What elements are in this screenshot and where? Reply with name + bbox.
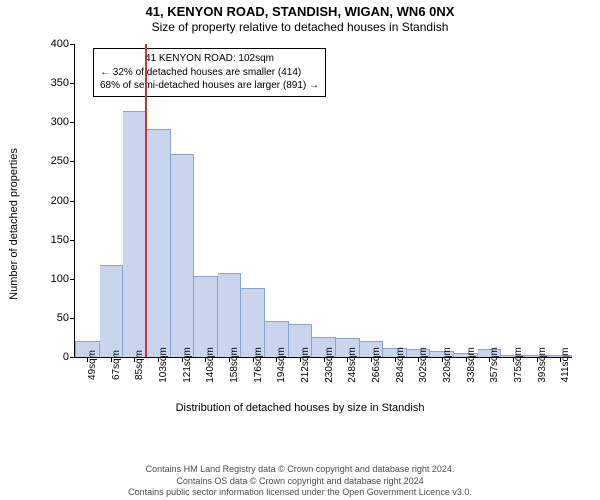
y-tick-label: 250 bbox=[51, 155, 69, 167]
footer-line-1: Contains HM Land Registry data © Crown c… bbox=[0, 464, 600, 475]
annotation-line-1: 41 KENYON ROAD: 102sqm bbox=[100, 52, 319, 66]
y-tick-label: 0 bbox=[63, 351, 69, 363]
y-tick-label: 400 bbox=[51, 38, 69, 50]
x-tick-label: 140sqm bbox=[205, 347, 216, 383]
y-tick-mark bbox=[70, 240, 75, 241]
y-tick-mark bbox=[70, 83, 75, 84]
x-tick-label: 212sqm bbox=[300, 347, 311, 383]
x-tick-label: 302sqm bbox=[418, 347, 429, 383]
y-tick-label: 50 bbox=[57, 312, 69, 324]
x-tick-label: 230sqm bbox=[324, 347, 335, 383]
y-tick-label: 100 bbox=[51, 273, 69, 285]
y-tick-label: 200 bbox=[51, 195, 69, 207]
plot-area: 41 KENYON ROAD: 102sqm ← 32% of detached… bbox=[74, 44, 572, 358]
annotation-box: 41 KENYON ROAD: 102sqm ← 32% of detached… bbox=[93, 48, 326, 97]
footer-line-2: Contains OS data © Crown copyright and d… bbox=[0, 476, 600, 487]
y-tick-mark bbox=[70, 279, 75, 280]
x-tick-label: 49sqm bbox=[87, 350, 98, 380]
x-tick-label: 248sqm bbox=[347, 347, 358, 383]
bar bbox=[147, 129, 171, 357]
attribution-footer: Contains HM Land Registry data © Crown c… bbox=[0, 464, 600, 498]
y-axis-label: Number of detached properties bbox=[8, 148, 20, 300]
y-tick-label: 150 bbox=[51, 234, 69, 246]
x-tick-label: 284sqm bbox=[395, 347, 406, 383]
annotation-line-2: ← 32% of detached houses are smaller (41… bbox=[100, 66, 319, 80]
x-tick-label: 411sqm bbox=[560, 348, 571, 383]
x-tick-label: 266sqm bbox=[371, 347, 382, 383]
x-tick-label: 320sqm bbox=[442, 347, 453, 383]
y-tick-mark bbox=[70, 201, 75, 202]
y-tick-mark bbox=[70, 44, 75, 45]
x-axis-label: Distribution of detached houses by size … bbox=[20, 402, 580, 414]
page-subtitle: Size of property relative to detached ho… bbox=[0, 20, 600, 34]
bar bbox=[123, 111, 147, 357]
y-tick-mark bbox=[70, 122, 75, 123]
y-tick-label: 350 bbox=[51, 77, 69, 89]
y-tick-mark bbox=[70, 318, 75, 319]
x-tick-label: 338sqm bbox=[466, 347, 477, 383]
x-tick-label: 194sqm bbox=[276, 347, 287, 383]
x-tick-label: 103sqm bbox=[158, 347, 169, 383]
x-tick-label: 375sqm bbox=[513, 347, 524, 383]
bar bbox=[218, 273, 242, 358]
x-tick-label: 85sqm bbox=[134, 350, 145, 380]
x-tick-label: 393sqm bbox=[537, 347, 548, 383]
y-tick-label: 300 bbox=[51, 116, 69, 128]
footer-line-3: Contains public sector information licen… bbox=[0, 487, 600, 498]
x-tick-label: 357sqm bbox=[489, 347, 500, 383]
y-tick-mark bbox=[70, 357, 75, 358]
histogram-chart: Number of detached properties 41 KENYON … bbox=[20, 34, 580, 414]
x-tick-label: 176sqm bbox=[253, 347, 264, 383]
bar bbox=[194, 276, 218, 357]
property-marker-line bbox=[145, 44, 147, 357]
x-tick-label: 158sqm bbox=[229, 347, 240, 383]
bar bbox=[171, 154, 195, 357]
annotation-line-3: 68% of semi-detached houses are larger (… bbox=[100, 79, 319, 93]
x-tick-label: 67sqm bbox=[111, 350, 122, 380]
page-title: 41, KENYON ROAD, STANDISH, WIGAN, WN6 0N… bbox=[0, 4, 600, 19]
y-tick-mark bbox=[70, 161, 75, 162]
bar bbox=[100, 265, 124, 357]
x-tick-label: 121sqm bbox=[182, 347, 193, 383]
